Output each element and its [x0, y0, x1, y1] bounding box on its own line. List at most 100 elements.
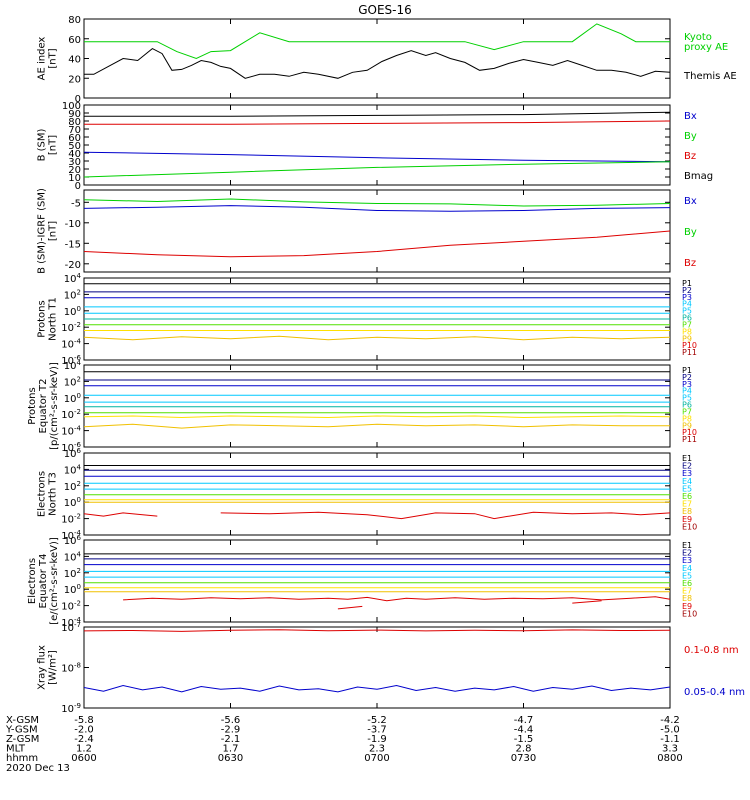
xray-legend-0-1-0-8-nm: 0.1-0.8 nm [684, 645, 739, 656]
xray-legend-0-05-0-4-nm: 0.05-0.4 nm [684, 687, 745, 698]
xray-ytick-label: 10-8 [61, 662, 81, 675]
protons-t1-ytick-label: 102 [64, 288, 81, 301]
protons-t2-ylabel: [p/(cm²-s-sr-keV)] [49, 362, 60, 450]
protons-t1-ylabel: Protons [37, 300, 48, 337]
electrons-t3-series-e9a [83, 512, 158, 517]
electrons-t4-series-e9a [123, 596, 671, 602]
protons-t1-legend-p1: P1 [682, 279, 692, 288]
b-igrf-ytick-label: -15 [65, 239, 81, 250]
electrons-t4-legend-e6: E6 [682, 579, 692, 588]
xaxis-value: -1.1 [660, 734, 680, 745]
xray-series-0-05-0-4-nm [83, 684, 671, 693]
electrons-t4-ytick-label: 104 [64, 550, 82, 563]
electrons-t3-ytick-label: 10-2 [61, 513, 81, 526]
b-sm-ytick-label: 60 [68, 133, 81, 144]
b-sm-series-bmag [84, 111, 671, 117]
protons-t1-legend-p8: P8 [682, 327, 692, 336]
xaxis-row-label: MLT [6, 744, 26, 755]
b-igrf-series-by [83, 198, 671, 207]
protons-t2-ytick-label: 10-4 [61, 425, 81, 438]
protons-t2-legend-p10: P10 [682, 428, 697, 437]
xray-series-0-1-0-8-nm [83, 629, 671, 632]
ae-ytick-label: 40 [68, 55, 81, 66]
electrons-t4-legend-e7: E7 [682, 587, 692, 596]
protons-t2-legend-p8: P8 [682, 414, 692, 423]
protons-t1-legend-p10: P10 [682, 341, 697, 350]
b-igrf-ytick-label: -20 [65, 260, 81, 271]
ae-legend-proxy-ae: proxy AE [684, 42, 728, 53]
ae-series-kyoto-proxy-ae [84, 23, 670, 60]
electrons-t4-legend-e2: E2 [682, 549, 692, 558]
electrons-t4-ytick-label: 102 [64, 567, 81, 580]
xaxis-value: 3.3 [662, 744, 678, 755]
xaxis-value: 0630 [218, 753, 243, 764]
b-sm-ytick-label: 10 [68, 173, 81, 184]
b-sm-frame [83, 104, 671, 186]
protons-t2-ytick-label: 104 [64, 359, 82, 372]
protons-t2-legend-p4: P4 [682, 387, 692, 396]
electrons-t3-legend-e10: E10 [682, 522, 697, 531]
b-sm-ylabel: [nT] [48, 135, 59, 155]
plot-title: GOES-16 [358, 3, 412, 17]
protons-t2-legend-p11: P11 [682, 435, 697, 444]
xaxis-value: -2.0 [74, 725, 94, 736]
xaxis-value: 1.7 [223, 744, 239, 755]
ae-ytick-label: 60 [68, 35, 81, 46]
electrons-t4-series-e9c [572, 600, 602, 604]
electrons-t4-legend-e8: E8 [682, 594, 692, 603]
b-igrf-ylabel: B (SM)-IGRF (SM) [37, 188, 48, 274]
electrons-t3-ylabel: Electrons [37, 471, 48, 517]
b-sm-ylabel: B (SM) [37, 128, 48, 161]
xray-ylabel: Xray flux [37, 645, 48, 690]
b-igrf-series-bx [83, 205, 671, 212]
ae-legend-kyoto: Kyoto [684, 32, 712, 43]
xaxis-value: -2.9 [221, 725, 241, 736]
electrons-t3-legend-e5: E5 [682, 484, 692, 493]
protons-t2-series-p9 [83, 423, 670, 429]
protons-t1-ytick-label: 100 [64, 305, 81, 318]
xaxis-value: 0700 [364, 753, 389, 764]
electrons-t3-legend-e8: E8 [682, 507, 692, 516]
protons-t1-legend-p11: P11 [682, 348, 697, 357]
protons-t1-ytick-label: 10-4 [61, 338, 81, 351]
xaxis-value: -4.4 [514, 725, 534, 736]
xray-frame [83, 626, 671, 709]
protons-t1-ytick-label: 10-2 [61, 321, 81, 334]
electrons-t3-ylabel: North T3 [48, 472, 59, 516]
xaxis-value: -4.7 [514, 715, 534, 726]
protons-t2-ytick-label: 10-2 [61, 408, 81, 421]
b-sm-ytick-label: 70 [68, 125, 81, 136]
b-sm-ytick-label: 100 [62, 101, 81, 112]
protons-t2-series-p8 [83, 415, 671, 419]
protons-t2-legend-p6: P6 [682, 401, 692, 410]
electrons-t3-series-e9b [220, 511, 671, 520]
b-igrf-legend-bz: Bz [684, 258, 696, 269]
b-igrf-legend-by: By [684, 227, 697, 238]
protons-t1-legend-p5: P5 [682, 307, 692, 316]
protons-t1-legend-p3: P3 [682, 293, 692, 302]
electrons-t3-legend-e2: E2 [682, 462, 692, 471]
xaxis-value: -5.2 [367, 715, 387, 726]
electrons-t4-ytick-label: 106 [64, 534, 82, 547]
b-igrf-frame [83, 189, 671, 273]
electrons-t4-series-e9b [337, 605, 363, 610]
electrons-t3-legend-e4: E4 [682, 477, 692, 486]
date-label: 2020 Dec 13 [6, 763, 70, 774]
electrons-t3-ytick-label: 100 [64, 496, 81, 509]
electrons-t4-ytick-label: 100 [64, 583, 81, 596]
xaxis-value: -3.7 [367, 725, 387, 736]
xaxis-row-label: hhmm [6, 753, 38, 764]
protons-t2-legend-p7: P7 [682, 407, 692, 416]
xaxis-value: 2.8 [516, 744, 532, 755]
protons-t2-ylabel: Equator T2 [38, 379, 49, 434]
xaxis-value: -2.1 [221, 734, 241, 745]
xaxis-value: -2.4 [74, 734, 94, 745]
electrons-t4-legend-e3: E3 [682, 556, 692, 565]
protons-t1-series-p9 [83, 335, 671, 341]
b-sm-ytick-label: 80 [68, 117, 81, 128]
protons-t2-ytick-label: 100 [64, 392, 81, 405]
electrons-t3-ytick-label: 106 [64, 447, 82, 460]
electrons-t3-ytick-label: 102 [64, 480, 81, 493]
ae-ytick-label: 20 [68, 74, 81, 85]
